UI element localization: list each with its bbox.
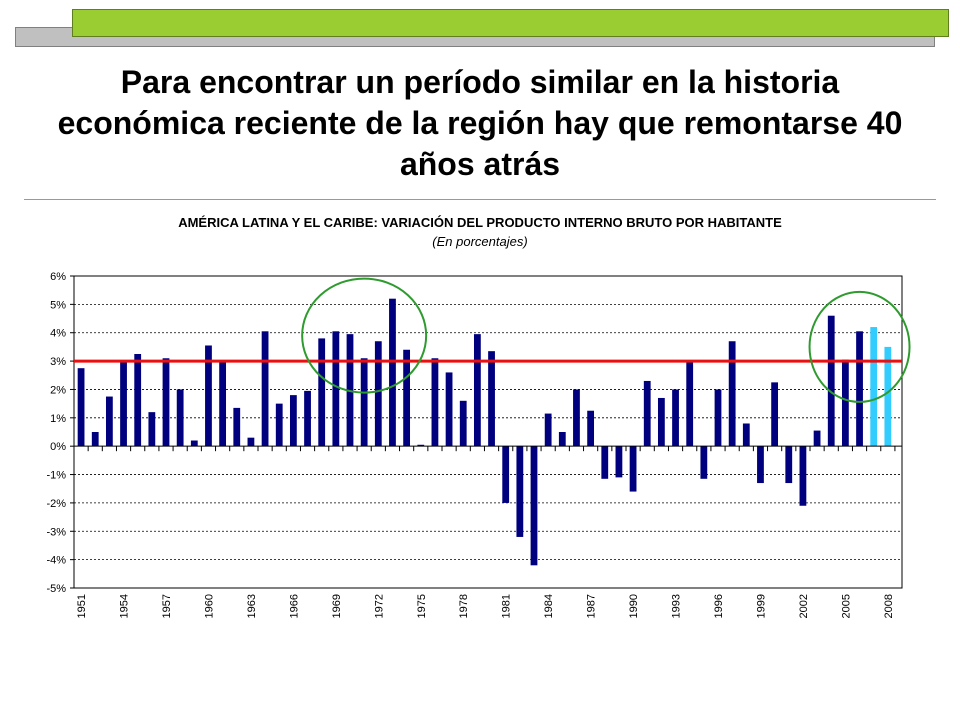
x-tick-label: 1981	[501, 594, 513, 618]
y-tick-label: -2%	[46, 498, 66, 510]
x-tick-label: 1996	[713, 594, 725, 618]
x-tick-label: 1993	[671, 594, 683, 618]
bar	[148, 412, 156, 447]
x-tick-label: 2008	[883, 594, 895, 618]
bar	[601, 446, 609, 479]
x-tick-label: 1969	[331, 594, 343, 618]
x-tick-label: 1972	[373, 594, 385, 618]
y-tick-label: 6%	[50, 271, 66, 283]
chart-subtitle: (En porcentajes)	[432, 234, 528, 249]
bar	[233, 407, 241, 447]
bar	[544, 413, 552, 447]
bar	[530, 446, 538, 566]
slide-title: Para encontrar un período similar en la …	[57, 64, 903, 182]
bar	[105, 396, 113, 447]
decorative-green-bar	[72, 9, 949, 37]
x-tick-label: 1987	[586, 594, 598, 618]
bar	[488, 351, 495, 447]
bar	[91, 432, 99, 447]
bar	[176, 389, 184, 447]
y-tick-label: 2%	[50, 384, 66, 396]
bar	[205, 345, 212, 447]
bar	[162, 358, 170, 447]
bar	[884, 346, 892, 447]
bar	[686, 362, 694, 447]
y-tick-label: 0%	[50, 441, 66, 453]
x-tick-label: 1999	[755, 594, 767, 618]
x-tick-label: 1975	[416, 594, 428, 618]
bar	[714, 389, 722, 447]
bar	[77, 368, 85, 447]
bar	[275, 403, 283, 447]
bar	[742, 423, 750, 447]
x-tick-label: 1990	[628, 594, 640, 618]
bar	[459, 400, 467, 447]
x-tick-label: 1957	[161, 594, 173, 618]
bar	[870, 327, 878, 447]
bar	[502, 446, 510, 503]
y-tick-label: -4%	[46, 555, 66, 567]
bar	[473, 334, 481, 447]
bar	[247, 437, 255, 447]
highlight-circle-2000s	[808, 290, 911, 403]
bar	[190, 440, 198, 447]
bar	[403, 349, 411, 447]
bar	[785, 446, 793, 484]
bar	[417, 444, 425, 447]
chart-title: AMÉRICA LATINA Y EL CARIBE: VARIACIÓN DE…	[178, 215, 782, 230]
bar	[771, 382, 779, 447]
bar	[304, 390, 311, 447]
highlight-circle-1970s	[301, 277, 428, 394]
x-tick-label: 1978	[458, 594, 470, 618]
x-tick-label: 1966	[288, 594, 300, 618]
bar	[134, 354, 142, 447]
bar	[700, 446, 708, 479]
x-tick-label: 2005	[840, 594, 852, 618]
bar	[219, 362, 227, 447]
bar	[431, 358, 439, 447]
bar	[615, 446, 623, 478]
bar	[629, 446, 637, 492]
bar	[289, 395, 297, 447]
bar	[332, 331, 340, 447]
bar	[516, 446, 524, 537]
bar	[672, 389, 679, 447]
x-tick-label: 1960	[203, 594, 215, 618]
gdp-per-capita-bar-chart: 6% 5% 4% 3% 2% 1% 0% -1% -2% -3% -4% -5% 1951 1954 195…	[46, 271, 911, 618]
bar	[728, 341, 736, 447]
bar	[856, 331, 863, 447]
y-tick-label: 3%	[50, 356, 66, 368]
x-tick-label: 1954	[119, 594, 131, 618]
bar	[813, 430, 821, 447]
bar	[389, 298, 396, 447]
x-tick-label: 1951	[76, 594, 88, 618]
bar	[558, 432, 566, 447]
x-tick-label: 1963	[246, 594, 258, 618]
bar	[799, 446, 807, 506]
y-tick-label: -1%	[46, 470, 66, 482]
y-tick-label: -5%	[46, 583, 66, 595]
y-tick-label: 1%	[50, 413, 66, 425]
title-divider	[24, 199, 936, 200]
y-tick-label: 5%	[50, 299, 66, 311]
bar	[445, 372, 453, 447]
bar	[120, 362, 127, 447]
bar	[587, 410, 595, 447]
bar	[827, 315, 835, 447]
y-tick-label: 4%	[50, 328, 66, 340]
bar	[643, 380, 651, 447]
bar	[573, 389, 580, 447]
x-tick-label: 1984	[543, 594, 555, 618]
bar	[657, 397, 665, 447]
bar	[318, 338, 326, 447]
y-tick-label: -3%	[46, 526, 66, 538]
bar	[261, 331, 269, 447]
x-tick-label: 2002	[798, 594, 810, 618]
bar	[841, 359, 849, 447]
plot-area	[73, 275, 903, 589]
bar	[374, 341, 382, 447]
bar	[360, 358, 368, 447]
bar	[757, 446, 764, 484]
